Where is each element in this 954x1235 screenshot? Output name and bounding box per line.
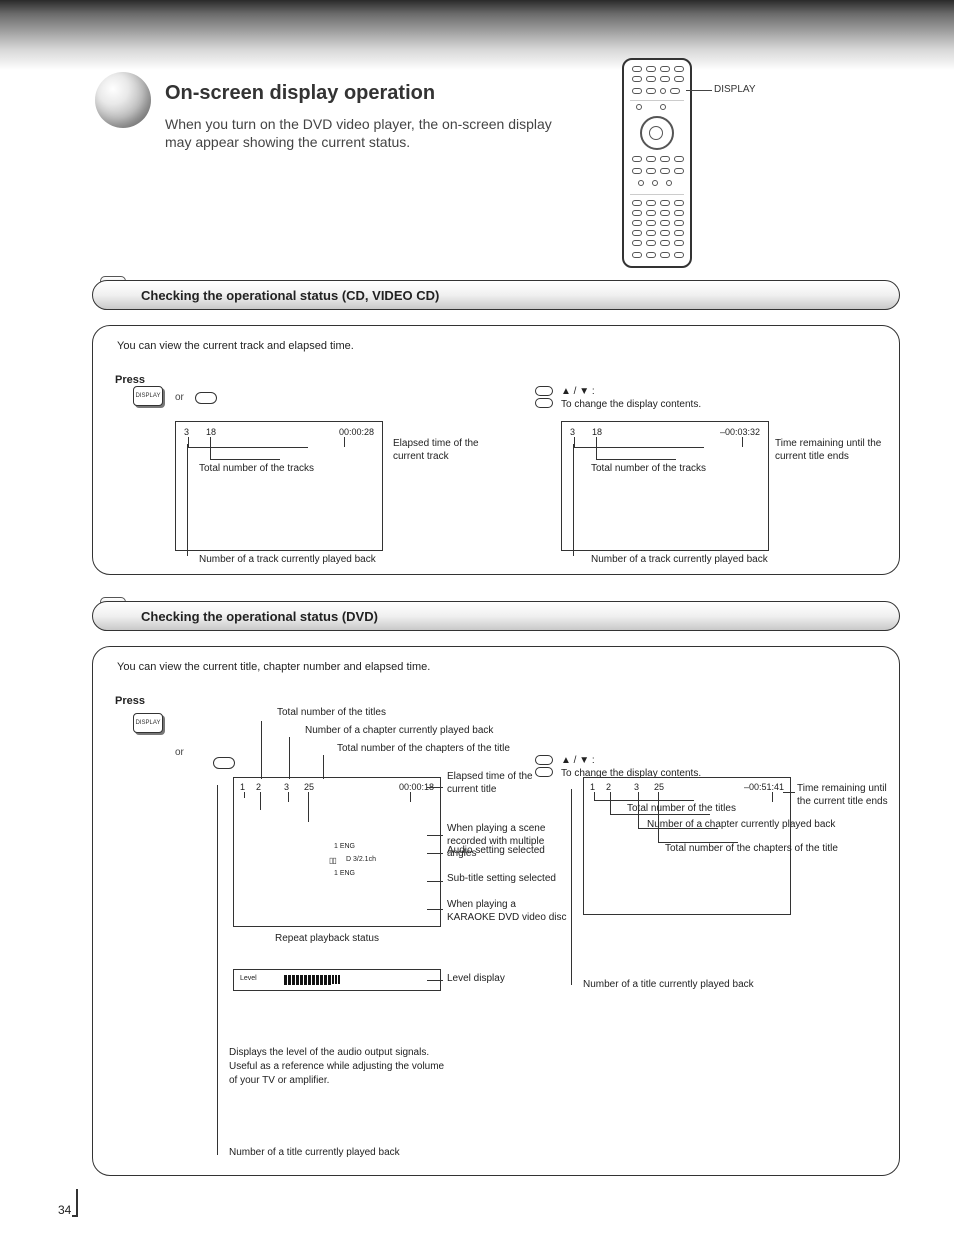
cd1-time: 00:00:28 <box>339 427 374 437</box>
dvd2-title: 1 <box>590 782 595 792</box>
remote-illustration <box>622 58 692 268</box>
section-bar-dvd: Checking the operational status (DVD) <box>92 601 900 631</box>
dvd2-c-remain: Time remaining until the current title e… <box>797 783 897 808</box>
cd-screen-1: 3 18 00:00:28 <box>175 421 383 551</box>
press-label-cd: Press <box>115 374 145 386</box>
cd-nav-note: To change the display contents. <box>561 399 741 412</box>
section-bar-cd: Checking the operational status (CD, VID… <box>92 280 900 310</box>
dvd2-c-chapter: Number of a chapter currently played bac… <box>647 819 847 832</box>
level-explain-3: of your TV or amplifier. <box>229 1075 529 1088</box>
cd-screen-2: 3 18 –00:03:32 <box>561 421 769 551</box>
cd2-callout-remain: Time remaining until the current title e… <box>775 438 885 463</box>
press-label-dvd: Press <box>115 695 145 707</box>
section-sphere-icon <box>95 72 151 128</box>
page-number: 34 <box>58 1203 71 1217</box>
level-explain-2: Useful as a reference while adjusting th… <box>229 1061 529 1074</box>
cd2-time: –00:03:32 <box>720 427 760 437</box>
section-bar-cd-title: Checking the operational status (CD, VID… <box>141 288 439 303</box>
remote-callout-line <box>686 90 712 91</box>
panel-dvd: You can view the current title, chapter … <box>92 646 900 1176</box>
header-gradient <box>0 0 954 70</box>
dvd1-titles-total: 2 <box>256 782 261 792</box>
dvd1-audio-lang: 1 ENG <box>334 843 355 850</box>
or-label-cd: or <box>175 392 184 403</box>
or-label-dvd: or <box>175 747 184 758</box>
dvd2-chapter: 3 <box>634 782 639 792</box>
dolby-icon: ▯▯ <box>329 856 336 865</box>
dvd2-c-title-no: Number of a title currently played back <box>583 979 803 992</box>
dvd1-c-title-no: Number of a title currently played back <box>229 1147 489 1160</box>
dvd1-c-total-titles: Total number of the titles <box>277 707 437 720</box>
dvd1-title: 1 <box>240 782 245 792</box>
dvd2-c-total-chapters: Total number of the chapters of the titl… <box>665 843 865 856</box>
dvd1-c-level: Level display <box>447 973 527 986</box>
dvd2-c-total-titles: Total number of the titles <box>627 803 807 816</box>
dvd-nav-note-keys: ▲ / ▼ : <box>561 755 621 768</box>
dvd1-c-subtitle: Sub-title setting selected <box>447 873 557 886</box>
dvd1-chapters-total: 25 <box>304 782 314 792</box>
footer-mark <box>72 1189 78 1217</box>
display-key-icon-dvd[interactable]: DISPLAY <box>133 713 163 733</box>
display-key-icon[interactable]: DISPLAY <box>133 386 163 406</box>
panel-cd: You can view the current track and elaps… <box>92 325 900 575</box>
dvd1-c-elapsed: Elapsed time of the current title <box>447 771 547 796</box>
panel-cd-intro: You can view the current track and elaps… <box>117 340 354 354</box>
cd-nav-note-keys: ▲ / ▼ : <box>561 386 621 399</box>
dvd1-c-karaoke: When playing a KARAOKE DVD video disc <box>447 899 567 924</box>
front-display-pill-cd[interactable] <box>195 392 217 404</box>
section-bar-dvd-title: Checking the operational status (DVD) <box>141 609 378 624</box>
cd1-total: 18 <box>206 427 216 437</box>
dvd1-c-repeat: Repeat playback status <box>275 933 425 946</box>
dvd1-c-chapter: Number of a chapter currently played bac… <box>305 725 495 738</box>
dvd2-chapters-total: 25 <box>654 782 664 792</box>
level-caption: Level <box>240 975 257 982</box>
cd2-track: 3 <box>570 427 575 437</box>
cd1-callout-track: Number of a track currently played back <box>199 554 389 567</box>
level-bar <box>284 975 340 985</box>
dvd2-titles-total: 2 <box>606 782 611 792</box>
level-explain-1: Displays the level of the audio output s… <box>229 1047 529 1060</box>
remote-display-label: DISPLAY <box>714 84 756 95</box>
cd2-total: 18 <box>592 427 602 437</box>
display-key-text: DISPLAY <box>136 393 161 399</box>
page: On-screen display operation When you tur… <box>0 0 954 1235</box>
display-key-text-dvd: DISPLAY <box>136 720 161 726</box>
cd1-callout-time: Elapsed time of the current track <box>393 438 503 463</box>
cd2-callout-track: Number of a track currently played back <box>591 554 781 567</box>
dvd1-chapter: 3 <box>284 782 289 792</box>
dvd1-sub-lang: 1 ENG <box>334 870 355 877</box>
page-subtitle-1: When you turn on the DVD video player, t… <box>165 115 585 135</box>
page-title: On-screen display operation <box>165 82 435 105</box>
long-callout-line <box>217 785 218 1155</box>
cd2-callout-total: Total number of the tracks <box>591 463 761 476</box>
dvd2-time: –00:51:41 <box>744 782 784 792</box>
dvd-screen-1: 1 2 3 25 00:00:18 1 ENG ▯▯ D 3/2.1ch 1 E… <box>233 777 441 927</box>
nav-updown-pill-dvd[interactable] <box>535 755 553 777</box>
dvd1-c-audio: Audio setting selected <box>447 845 557 858</box>
panel-dvd-intro: You can view the current title, chapter … <box>117 661 430 675</box>
nav-updown-pill-cd[interactable] <box>535 386 553 408</box>
cd1-track: 3 <box>184 427 189 437</box>
page-subtitle-2: may appear showing the current status. <box>165 133 585 153</box>
cd1-callout-total: Total number of the tracks <box>199 463 369 476</box>
dvd1-c-total-chapters: Total number of the chapters of the titl… <box>337 743 537 756</box>
dvd1-audio-fmt: D 3/2.1ch <box>346 856 376 863</box>
level-screen: Level <box>233 969 441 991</box>
front-display-pill-dvd[interactable] <box>213 757 235 769</box>
